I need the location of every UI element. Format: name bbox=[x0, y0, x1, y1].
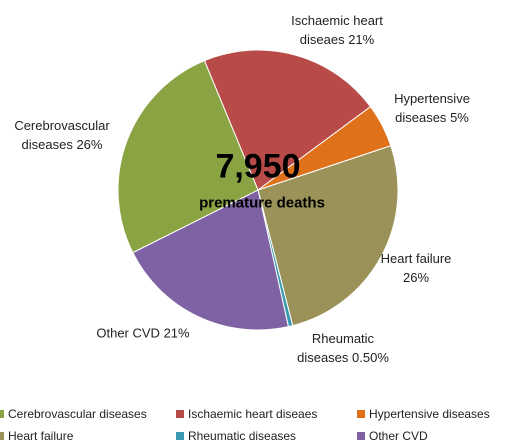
label-value: 21% bbox=[163, 325, 190, 341]
legend-item: Ischaemic heart diseaes bbox=[176, 407, 317, 421]
legend-swatch bbox=[176, 410, 184, 418]
data-label: Other CVD 21% bbox=[73, 324, 213, 343]
data-label: Cerebrovascular diseases 26% bbox=[2, 116, 122, 154]
pie-slice bbox=[117, 60, 259, 254]
legend-item: Cerebrovascular diseases bbox=[0, 407, 147, 421]
label-name: Rheumatic diseases bbox=[297, 331, 375, 365]
label-name: Ischaemic heart diseaes bbox=[291, 13, 383, 47]
legend-item: Hypertensive diseases bbox=[357, 407, 490, 421]
data-label: Hypertensive diseases 5% bbox=[382, 89, 482, 127]
data-label: Rheumatic diseases 0.50% bbox=[288, 329, 398, 367]
legend-item: Heart failure bbox=[0, 429, 73, 443]
center-subtitle: premature deaths bbox=[199, 194, 325, 212]
legend-swatch bbox=[176, 432, 184, 440]
label-value: 5% bbox=[450, 110, 469, 125]
legend-label: Rheumatic diseases bbox=[188, 429, 297, 443]
label-name: Hypertensive diseases bbox=[394, 91, 470, 125]
label-value: 26% bbox=[402, 270, 430, 285]
data-label: Heart failure 26% bbox=[376, 249, 456, 287]
legend-label: Hypertensive diseases bbox=[369, 407, 490, 421]
pie-slice bbox=[257, 145, 399, 327]
legend-item: Rheumatic diseases bbox=[176, 429, 296, 443]
label-name: Cerebrovascular diseases bbox=[14, 118, 110, 152]
pie-slice bbox=[203, 49, 372, 191]
legend-item: Other CVD bbox=[357, 429, 428, 443]
label-name: Heart failure bbox=[380, 251, 452, 266]
legend-label: Ischaemic heart diseaes bbox=[188, 407, 318, 421]
center-value: 7,950 bbox=[215, 147, 301, 186]
legend-swatch bbox=[0, 432, 4, 440]
label-value: 21% bbox=[348, 32, 375, 47]
legend-label: Heart failure bbox=[8, 429, 74, 443]
label-value: 0.50% bbox=[352, 350, 389, 365]
legend-swatch bbox=[357, 432, 365, 440]
legend-label: Other CVD bbox=[369, 429, 428, 443]
label-value: 26% bbox=[76, 137, 103, 152]
legend-swatch bbox=[357, 410, 365, 418]
data-label: Ischaemic heart diseaes 21% bbox=[277, 11, 397, 49]
legend-swatch bbox=[0, 410, 4, 418]
label-name: Other CVD bbox=[96, 325, 160, 341]
pie-slice bbox=[132, 189, 290, 331]
legend-label: Cerebrovascular diseases bbox=[8, 407, 147, 421]
